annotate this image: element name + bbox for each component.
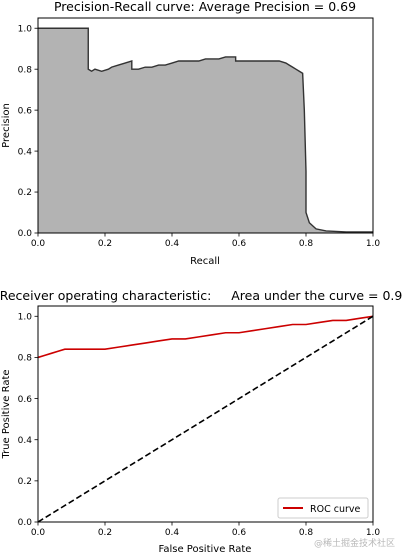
pr-x-tick-label: 0.8 [299, 239, 314, 249]
pr-chart: Precision-Recall curve: Average Precisio… [1, 0, 380, 267]
pr-curve-line [38, 27, 373, 233]
roc-y-tick-label: 0.6 [18, 395, 33, 405]
roc-y-axis-label: True Positive Rate [1, 369, 12, 459]
roc-chart: Receiver operating characteristic: Area … [0, 288, 403, 553]
roc-x-tick-label: 0.8 [299, 528, 314, 538]
pr-x-axis-label: Recall [190, 256, 220, 267]
pr-x-tick-label: 0.4 [165, 239, 180, 249]
watermark: @稀土掘金技术社区 [313, 539, 395, 549]
roc-x-tick-label: 0.4 [165, 528, 180, 538]
roc-y-tick-label: 0.4 [18, 436, 33, 446]
pr-y-tick-label: 0.4 [18, 147, 33, 157]
pr-axes-frame [37, 17, 374, 234]
roc-x-tick-label: 0.6 [232, 528, 247, 538]
pr-area-fill [38, 28, 373, 233]
pr-y-axis-label: Precision [1, 103, 12, 148]
pr-y-tick-label: 0.6 [18, 106, 33, 116]
roc-x-tick-label: 0.2 [98, 528, 112, 538]
roc-y-tick-label: 0.8 [18, 354, 33, 364]
roc-x-tick-label: 0.0 [31, 528, 46, 538]
pr-x-tick-label: 0.6 [232, 239, 247, 249]
legend-box [277, 497, 369, 519]
roc-y-tick-label: 0.0 [18, 518, 33, 528]
roc-y-tick-label: 0.2 [18, 477, 32, 487]
pr-y-tick-label: 1.0 [18, 24, 33, 34]
roc-axes-frame [37, 305, 374, 523]
pr-title: Precision-Recall curve: Average Precisio… [54, 0, 356, 14]
pr-y-tick-label: 0.8 [18, 65, 33, 75]
pr-y-tick-label: 0.0 [18, 229, 33, 239]
roc-diagonal-line [37, 315, 374, 523]
roc-x-axis-label: False Positive Rate [159, 544, 252, 553]
pr-y-tick-label: 0.2 [18, 188, 32, 198]
roc-x-tick-label: 1.0 [366, 528, 381, 538]
roc-title: Receiver operating characteristic: Area … [0, 288, 403, 303]
pr-x-tick-label: 0.2 [98, 239, 112, 249]
pr-x-tick-label: 1.0 [366, 239, 381, 249]
roc-y-tick-label: 1.0 [18, 312, 33, 322]
roc-curve-line [37, 315, 374, 359]
legend-label-roc: ROC curve [310, 504, 361, 515]
roc-legend: ROC curve [277, 497, 369, 519]
pr-x-tick-label: 0.0 [31, 239, 46, 249]
